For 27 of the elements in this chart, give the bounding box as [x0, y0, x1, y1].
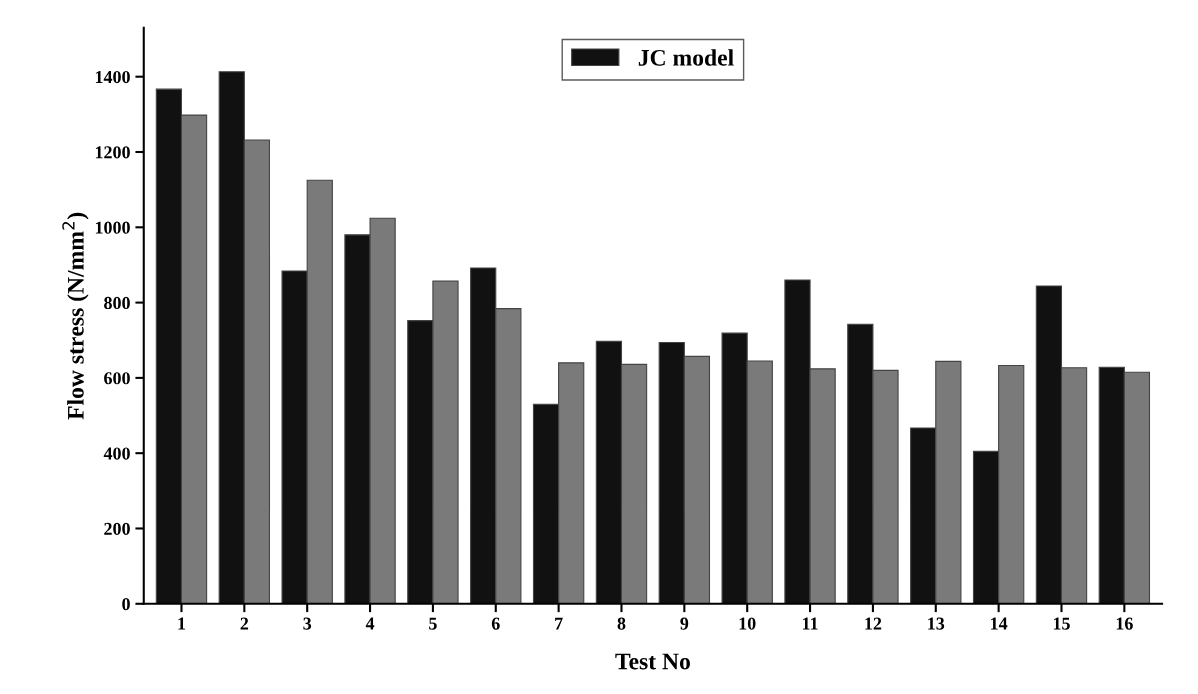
- y-tick-label: 1200: [95, 146, 130, 159]
- y-tick-label: 600: [104, 372, 130, 385]
- x-tick-label: 6: [491, 617, 500, 630]
- x-tick-label: 11: [802, 617, 818, 630]
- y-axis-title: Flow stress (N/mm$^{2}$): [62, 212, 89, 420]
- x-tick-label: 14: [991, 617, 1008, 630]
- x-tick-label: 12: [865, 617, 882, 630]
- y-tick-label: 1400: [95, 70, 130, 84]
- legend-label: JC model: [638, 49, 734, 66]
- y-tick-label: 200: [104, 522, 130, 535]
- y-tick-label: 0: [122, 598, 130, 611]
- x-tick-label: 4: [365, 617, 375, 630]
- x-tick-label: 13: [928, 617, 945, 630]
- y-tick-label: 1000: [95, 221, 130, 234]
- x-tick-label: 5: [429, 617, 437, 630]
- x-tick-label: 1: [178, 617, 186, 630]
- x-tick-label: 8: [617, 617, 626, 630]
- x-tick-label: 10: [739, 617, 756, 630]
- y-tick-label: 400: [103, 447, 130, 460]
- x-tick-label: 3: [303, 617, 312, 630]
- x-tick-label: 16: [1116, 617, 1133, 630]
- x-tick-label: 9: [680, 617, 689, 630]
- x-axis-title: Test No: [615, 653, 690, 670]
- x-tick-label: 15: [1053, 617, 1070, 630]
- x-tick-label: 7: [555, 617, 563, 630]
- x-tick-label: 2: [240, 617, 249, 630]
- y-tick-label: 800: [104, 296, 130, 310]
